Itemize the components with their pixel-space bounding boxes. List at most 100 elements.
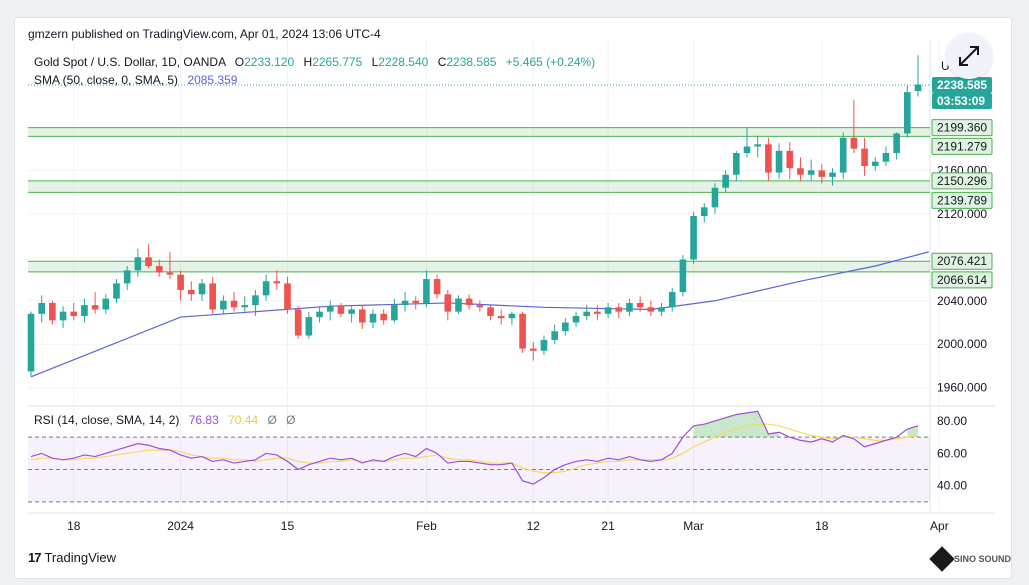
zone1-bottom-tag: 2191.279	[937, 139, 987, 153]
legend-close: 2238.585	[446, 55, 496, 69]
legend-low: 2228.540	[378, 55, 428, 69]
rsi-legend: RSI (14, close, SMA, 14, 2) 76.83 70.44 …	[34, 413, 296, 427]
candle-body	[123, 270, 131, 284]
price-tags: 2238.585 03:53:09 2199.360 2191.279 2150.296…	[931, 77, 993, 289]
diamond-icon	[929, 546, 955, 572]
candle-body	[273, 281, 281, 284]
legend-symbol: Gold Spot / U.S. Dollar, 1D, OANDA	[34, 55, 226, 69]
candle-body	[882, 153, 890, 162]
countdown-tag-bg	[932, 93, 992, 110]
candle-body	[455, 298, 462, 312]
candles	[27, 55, 922, 377]
x-tick-label: 2024	[167, 519, 194, 533]
x-tick-label: Feb	[416, 519, 437, 533]
candle-body	[668, 292, 676, 308]
partner-logo: SINO SOUND	[929, 546, 1011, 572]
y-tick-label: 1960.000	[937, 381, 987, 395]
candle-body	[476, 305, 484, 308]
last-price-tag-bg	[932, 77, 992, 94]
x-tick-label: Apr	[930, 519, 949, 533]
rsi-pane	[28, 410, 930, 503]
last-price-tag: 2238.585	[937, 78, 987, 92]
candle-body	[465, 298, 473, 306]
candle-body	[540, 339, 548, 351]
candle-body	[871, 161, 879, 167]
candle-body	[775, 150, 783, 173]
candle-body	[423, 279, 430, 303]
zone2-bottom-tag: 2139.789	[937, 193, 987, 207]
candle-body	[711, 187, 719, 208]
candle-body	[187, 289, 195, 295]
zone3-bottom-tag-bg	[931, 271, 993, 289]
y-tick-label: 2000.000	[937, 337, 987, 351]
candle-body	[904, 92, 911, 134]
candle-body	[380, 313, 387, 321]
legend-o-label: O	[235, 55, 244, 69]
candle-body	[38, 302, 45, 314]
rsi-sma-legend-value: 70.44	[228, 413, 258, 427]
tradingview-brand[interactable]: 17 TradingView	[28, 550, 116, 565]
zone2-top-tag: 2150.296	[937, 174, 987, 188]
x-tick-label: 21	[601, 519, 615, 533]
candle-body	[70, 311, 78, 316]
countdown-tag: 03:53:09	[937, 94, 985, 108]
candle-body	[487, 307, 494, 316]
candle-body	[134, 257, 142, 271]
candle-body	[743, 146, 751, 154]
candle-body	[722, 174, 729, 188]
candle-body	[155, 266, 163, 273]
y-tick-label: 2120.000	[937, 207, 987, 221]
sma-legend-value: 2085.359	[187, 73, 237, 87]
candle-body	[284, 283, 291, 310]
candle-body	[49, 302, 56, 321]
candle-body	[797, 168, 804, 175]
zone1-top-tag-bg	[931, 119, 993, 137]
candle-body	[497, 315, 505, 319]
candle-body	[391, 305, 398, 321]
expand-button[interactable]	[946, 33, 992, 79]
legend-c-label: C	[438, 55, 447, 69]
candle-body	[305, 317, 313, 336]
candle-body	[679, 259, 687, 293]
candle-body	[412, 300, 420, 303]
unit-button[interactable]: U	[941, 59, 950, 73]
candle-body	[529, 348, 537, 351]
candle-body	[433, 279, 441, 295]
x-tick-label: Mar	[683, 519, 704, 533]
candle-body	[348, 309, 355, 314]
rsi-na-1: Ø	[267, 413, 276, 427]
candle-body	[145, 257, 152, 267]
candle-body	[700, 207, 708, 217]
candle-body	[839, 137, 847, 173]
candle-body	[102, 298, 110, 310]
candle-body	[444, 294, 452, 312]
legend-change: +5.465 (+0.24%)	[506, 55, 595, 69]
candle-body	[166, 272, 174, 275]
candle-body	[209, 283, 216, 310]
tradingview-wordmark: TradingView	[44, 550, 117, 565]
candle-body	[765, 144, 772, 173]
candle-body	[326, 306, 334, 312]
zone1-top-tag: 2199.360	[937, 121, 987, 135]
rsi-tick-label: 40.00	[937, 479, 967, 493]
x-tick-label: 18	[815, 519, 829, 533]
rsi-series	[30, 410, 919, 485]
candle-body	[241, 305, 249, 308]
zone2-top-tag-bg	[931, 172, 993, 190]
zone3-top-tag-bg	[931, 252, 993, 270]
candle-body	[369, 313, 377, 323]
legend-h-label: H	[304, 55, 313, 69]
candle-body	[294, 309, 302, 336]
candle-body	[626, 302, 633, 312]
rsi-sma-series	[30, 423, 919, 474]
rsi-overbought-fill	[693, 411, 780, 438]
legend-high: 2265.775	[312, 55, 362, 69]
legend-l-label: L	[372, 55, 379, 69]
candle-body	[807, 170, 815, 175]
candle-body	[690, 216, 697, 260]
candle-body	[914, 84, 922, 92]
rsi-tick-label: 60.00	[937, 446, 967, 460]
candle-body	[754, 144, 762, 147]
candle-body	[519, 313, 526, 349]
